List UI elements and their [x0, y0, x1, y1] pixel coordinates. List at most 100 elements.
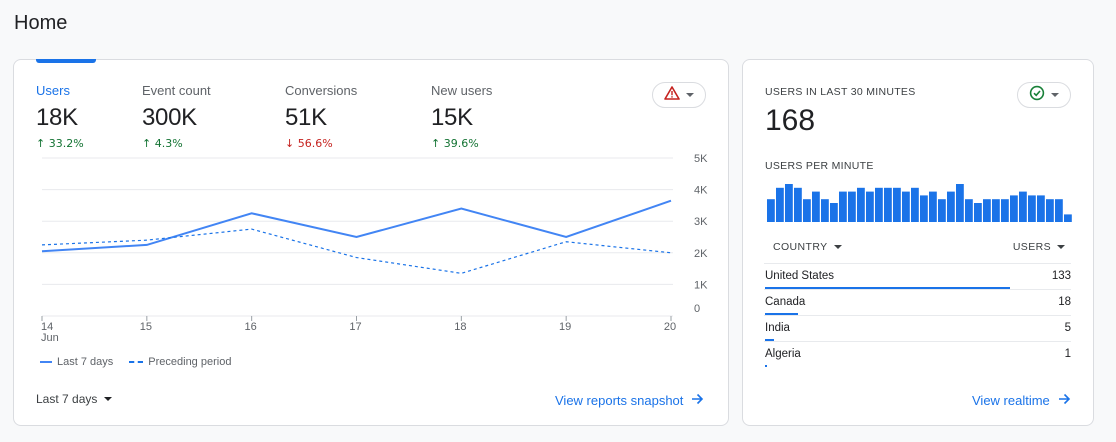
- per-minute-bar: [974, 203, 982, 222]
- country-share-bar: [765, 313, 799, 315]
- per-minute-bar: [776, 187, 784, 222]
- y-tick-label: 3K: [694, 216, 708, 228]
- per-minute-bar: [767, 199, 775, 222]
- y-tick-label: 4K: [694, 185, 708, 197]
- y-tick-label: 1K: [694, 279, 708, 291]
- country-name: United States: [765, 270, 835, 282]
- users-column-header[interactable]: USERS: [1013, 241, 1065, 253]
- legend-label: Last 7 days: [57, 356, 114, 368]
- per-minute-bar: [839, 191, 847, 222]
- arrow-up-icon: ↑: [431, 137, 441, 150]
- caret-down-icon: [104, 397, 113, 401]
- per-minute-bar: [812, 191, 820, 222]
- country-column-header[interactable]: COUNTRY: [773, 241, 842, 253]
- row-divider: [764, 341, 1071, 342]
- per-minute-bar: [965, 199, 973, 222]
- metric-label: New users: [431, 83, 493, 98]
- country-row: United States 133: [765, 270, 1071, 296]
- per-minute-bar: [902, 191, 910, 222]
- sort-caret-icon: [833, 245, 842, 249]
- users-per-minute-heading: USERS PER MINUTE: [765, 160, 874, 172]
- country-users: 1: [1064, 348, 1071, 360]
- metric-change: ↓ 56.6%: [285, 137, 357, 150]
- per-minute-bar: [848, 191, 856, 222]
- active-metric-indicator: [36, 59, 96, 63]
- check-circle-icon: [1029, 85, 1045, 106]
- metric-change-value: 39.6%: [443, 137, 479, 150]
- x-tick-label: 18: [454, 321, 466, 333]
- metric-change: ↑ 4.3%: [142, 137, 211, 150]
- arrow-right-icon: [1058, 393, 1071, 408]
- arrow-right-icon: [691, 393, 704, 408]
- x-tick-sublabel: Jun: [41, 332, 59, 344]
- arrow-down-icon: ↓: [285, 137, 295, 150]
- metric-change: ↑ 33.2%: [36, 137, 84, 150]
- per-minute-bar: [947, 191, 955, 222]
- legend-item-last-7-days: Last 7 days: [40, 356, 113, 368]
- legend-item-preceding-period: Preceding period: [129, 356, 231, 368]
- realtime-users-value: 168: [765, 104, 816, 137]
- per-minute-bar: [866, 191, 874, 222]
- country-users: 18: [1058, 296, 1071, 308]
- per-minute-bar: [938, 199, 946, 222]
- x-tick-label: 14: [41, 321, 53, 333]
- per-minute-bar: [929, 191, 937, 222]
- view-reports-snapshot-label: View reports snapshot: [555, 393, 684, 408]
- metric-value: 51K: [285, 104, 327, 131]
- users-per-minute-chart: [767, 184, 1072, 222]
- per-minute-bar: [830, 203, 838, 222]
- x-tick-label: 20: [664, 321, 676, 333]
- legend-swatch-solid: [40, 361, 52, 363]
- country-row: Canada 18: [765, 296, 1071, 322]
- per-minute-bar: [911, 187, 919, 222]
- view-reports-snapshot-link[interactable]: View reports snapshot: [555, 393, 704, 408]
- x-tick-label: 19: [559, 321, 571, 333]
- metric-label: Users: [36, 83, 70, 98]
- date-range-label: Last 7 days: [36, 392, 98, 406]
- country-row: India 5: [765, 322, 1071, 348]
- country-users: 5: [1064, 322, 1071, 334]
- row-divider: [764, 263, 1071, 264]
- per-minute-bar: [1001, 199, 1009, 222]
- metric-label: Conversions: [285, 83, 358, 98]
- metric-change-value: 56.6%: [297, 137, 333, 150]
- per-minute-bar: [794, 187, 802, 222]
- per-minute-bar: [785, 184, 793, 222]
- view-realtime-link[interactable]: View realtime: [972, 393, 1071, 408]
- y-tick-label: 2K: [694, 248, 708, 260]
- y-tick-label: 5K: [694, 153, 708, 165]
- per-minute-bar: [920, 195, 928, 222]
- metric-label: Event count: [142, 83, 211, 98]
- page-title: Home: [14, 12, 68, 34]
- warning-icon: [664, 85, 680, 105]
- date-range-dropdown[interactable]: Last 7 days: [36, 392, 113, 406]
- per-minute-bar: [821, 199, 829, 222]
- per-minute-bar: [992, 199, 1000, 222]
- insights-dropdown[interactable]: [652, 82, 706, 108]
- per-minute-bar: [1064, 214, 1072, 222]
- metric-change-value: 33.2%: [48, 137, 84, 150]
- legend-label: Preceding period: [148, 356, 232, 368]
- metric-tab-conversions[interactable]: Conversions 51K ↓ 56.6%: [285, 83, 357, 150]
- series-line-preceding-period: [41, 228, 672, 274]
- sort-caret-icon: [1057, 245, 1065, 249]
- chart-legend: Last 7 days Preceding period: [40, 356, 231, 368]
- per-minute-bar: [956, 184, 964, 222]
- realtime-status-dropdown[interactable]: [1017, 82, 1071, 108]
- series-line-last-7-days: [41, 199, 672, 253]
- y-tick-label: 0: [694, 303, 700, 315]
- arrow-up-icon: ↑: [142, 137, 152, 150]
- trend-chart: 0 1K 2K 3K 4K 5K 14 15 16 17 18 19 20 Jun: [41, 153, 708, 344]
- metric-tab-event-count[interactable]: Event count 300K ↑ 4.3%: [142, 83, 211, 150]
- metric-value: 300K: [142, 104, 197, 131]
- country-name: Algeria: [765, 348, 801, 360]
- metric-tab-users[interactable]: Users 18K ↑ 33.2%: [36, 83, 84, 150]
- row-divider: [764, 289, 1071, 290]
- country-column-label: COUNTRY: [773, 241, 828, 253]
- x-tick-label: 17: [349, 321, 361, 333]
- metric-value: 18K: [36, 104, 78, 131]
- country-name: Canada: [765, 296, 806, 308]
- country-name: India: [765, 322, 790, 334]
- legend-swatch-dashed: [129, 361, 144, 363]
- metric-tab-new-users[interactable]: New users 15K ↑ 39.6%: [431, 83, 492, 150]
